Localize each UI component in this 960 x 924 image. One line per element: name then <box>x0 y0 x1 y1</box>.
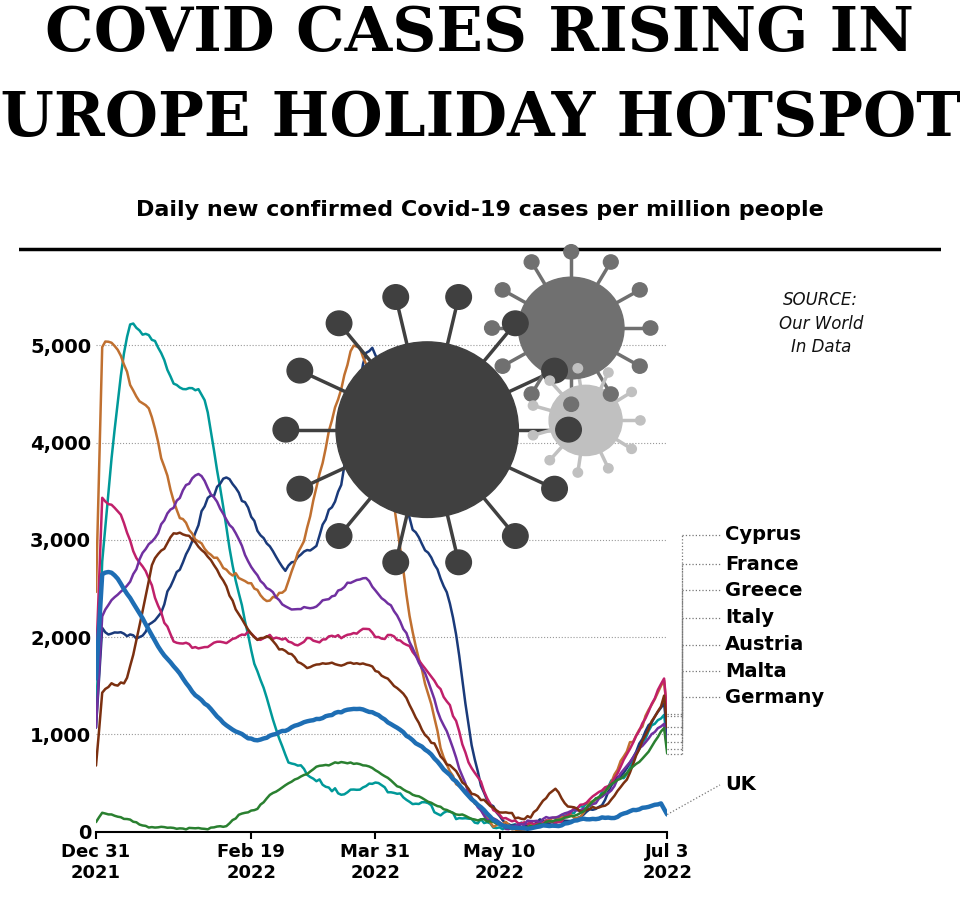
Text: Austria: Austria <box>725 636 804 654</box>
Text: Germany: Germany <box>725 687 824 707</box>
Text: EUROPE HOLIDAY HOTSPOTS: EUROPE HOLIDAY HOTSPOTS <box>0 89 960 149</box>
Text: UK: UK <box>725 775 756 795</box>
Text: SOURCE:
Our World
In Data: SOURCE: Our World In Data <box>779 291 863 357</box>
Text: Greece: Greece <box>725 581 803 600</box>
Text: Malta: Malta <box>725 662 786 681</box>
Text: Daily new confirmed Covid-19 cases per million people: Daily new confirmed Covid-19 cases per m… <box>136 200 824 220</box>
Text: Italy: Italy <box>725 608 774 627</box>
Text: France: France <box>725 554 799 574</box>
Text: COVID CASES RISING IN: COVID CASES RISING IN <box>45 4 915 64</box>
Text: Cyprus: Cyprus <box>725 526 801 544</box>
